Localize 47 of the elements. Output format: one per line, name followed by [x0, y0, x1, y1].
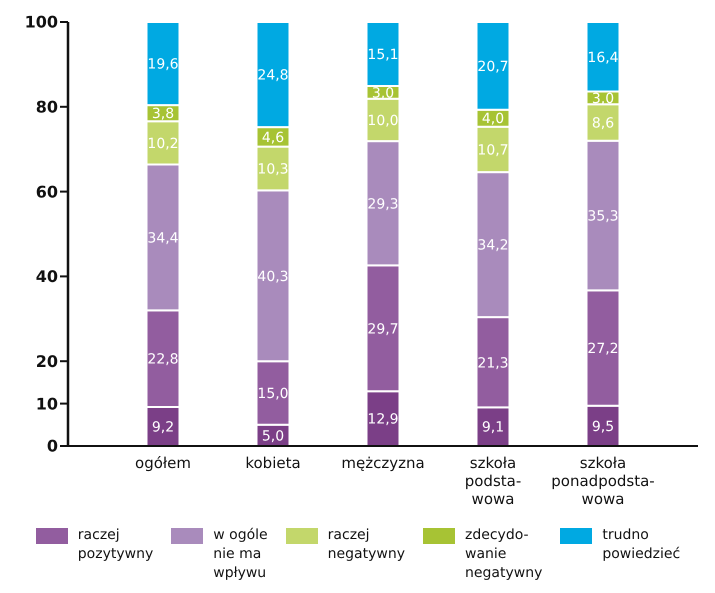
data-label: 10,3 [257, 161, 289, 178]
data-label: 29,3 [367, 196, 399, 212]
data-label: 5,0 [262, 428, 284, 444]
data-label: 3,0 [372, 85, 394, 102]
data-label: 4,6 [262, 130, 284, 146]
y-tick-label: 0 [46, 436, 58, 456]
data-label: 29,7 [367, 321, 399, 338]
data-label: 9,1 [482, 420, 504, 436]
data-label: 27,2 [587, 341, 619, 358]
data-label: 15,0 [257, 386, 289, 402]
data-label: 24,8 [257, 68, 289, 84]
legend-label: zdecydo-wanie negatywny [465, 526, 542, 583]
x-tick-label: mężczyzna [341, 454, 425, 472]
data-label: 16,4 [587, 50, 619, 66]
data-label: 35,3 [587, 208, 619, 225]
data-label: 9,5 [592, 418, 614, 435]
data-label: 3,8 [152, 106, 174, 122]
legend-label: raczej negatywny [328, 526, 406, 564]
data-label: 20,7 [477, 58, 509, 75]
y-tick-label: 20 [36, 352, 58, 371]
data-label: 3,0 [592, 90, 614, 107]
x-tick-label: szkoła podsta-wowa [464, 454, 522, 508]
data-label: 34,4 [147, 230, 179, 246]
y-tick-label: 10 [36, 394, 58, 414]
data-label: 15,1 [367, 47, 399, 64]
data-label: 40,3 [257, 268, 289, 285]
data-label: 10,2 [147, 136, 179, 152]
legend-label: raczej pozytywny [78, 526, 154, 564]
x-tick-label: kobieta [245, 454, 301, 472]
y-tick-label: 80 [36, 97, 58, 116]
data-label: 12,9 [367, 412, 399, 428]
data-label: 9,2 [152, 419, 174, 436]
legend-label: trudno powiedzieć [602, 526, 680, 564]
y-tick-label: 60 [36, 182, 58, 202]
data-label: 34,2 [477, 238, 509, 254]
data-label: 22,8 [147, 352, 179, 368]
x-tick-label: ogółem [135, 454, 191, 472]
y-tick-label: 100 [24, 12, 58, 32]
data-label: 8,6 [592, 115, 614, 132]
y-tick-label: 40 [36, 267, 58, 286]
data-label: 19,6 [147, 56, 179, 73]
x-tick-label: szkoła ponadpodsta-wowa [551, 454, 655, 508]
legend-label: w ogóle nie ma wpływu [213, 526, 268, 583]
data-label: 10,7 [477, 142, 509, 158]
data-label: 10,0 [367, 112, 399, 129]
data-label: 4,0 [482, 111, 504, 128]
data-label: 21,3 [477, 355, 509, 372]
